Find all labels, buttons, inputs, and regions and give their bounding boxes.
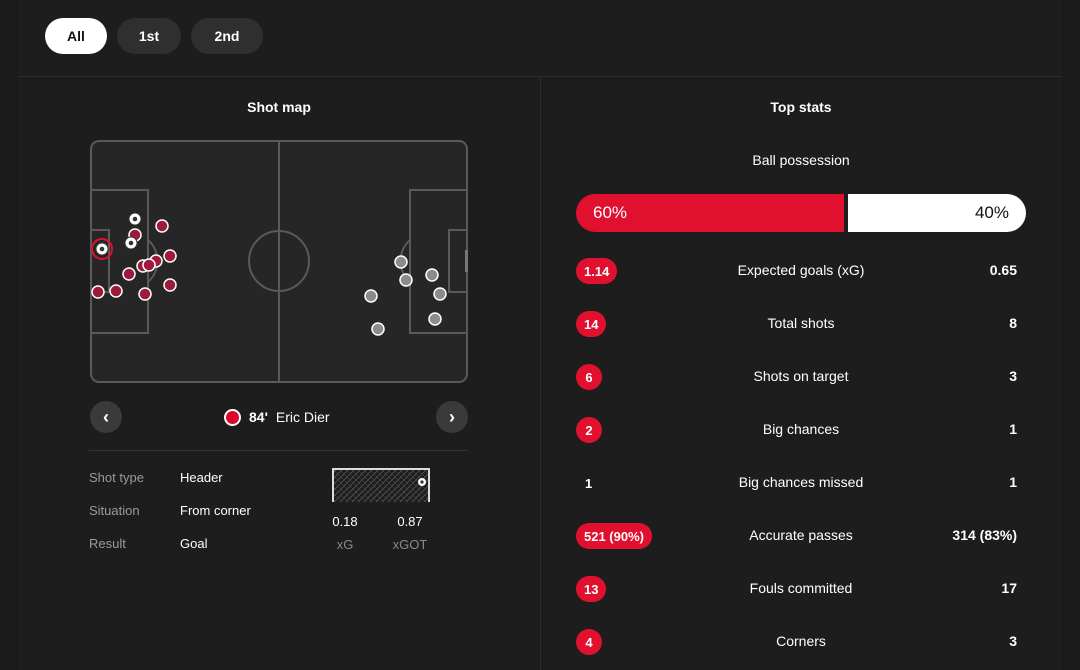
shot-marker — [91, 285, 105, 299]
stat-away-value: 17 — [1001, 580, 1017, 596]
xgot-value: 0.87 — [397, 514, 423, 529]
selected-shot-player: 84' Eric Dier — [224, 407, 330, 427]
stat-label: Big chances — [762, 421, 840, 437]
stat-home-value: 6 — [576, 364, 602, 390]
stat-row-big-chances-missed: 1 Big chances missed 1 — [576, 470, 1026, 498]
shot-marker — [425, 268, 439, 282]
stat-row-big-chances: 2 Big chances 1 — [576, 417, 1026, 445]
top-stats-title: Top stats — [770, 99, 832, 115]
next-shot-button[interactable]: › — [436, 401, 468, 433]
stat-away-value: 0.65 — [989, 262, 1017, 278]
goal-marker — [124, 236, 138, 250]
stat-row-corners: 4 Corners 3 — [576, 629, 1026, 657]
shot-marker — [433, 287, 447, 301]
shot-type-label: Shot type — [89, 470, 144, 485]
stat-away-value: 3 — [1009, 368, 1017, 384]
stat-label: Total shots — [767, 315, 835, 331]
match-stats-card: All 1st 2nd Shot map — [18, 0, 1062, 670]
stat-home-value: 1.14 — [576, 258, 618, 284]
stat-away-value: 3 — [1009, 633, 1017, 649]
column-divider — [540, 77, 541, 670]
stat-away-value: 1 — [1009, 421, 1017, 437]
stat-label: Corners — [776, 633, 826, 649]
chevron-right-icon: › — [449, 406, 455, 427]
home-shot-markers — [91, 212, 177, 301]
possession-away: 40% — [848, 194, 1026, 232]
shot-type-value: Header — [180, 470, 223, 485]
chevron-left-icon: ‹ — [103, 406, 109, 427]
situation-label: Situation — [89, 503, 140, 518]
tab-all[interactable]: All — [45, 18, 107, 54]
goal-frame-diagram — [332, 468, 430, 502]
possession-home: 60% — [576, 194, 844, 232]
shot-marker — [163, 278, 177, 292]
shot-marker — [399, 273, 413, 287]
away-shot-markers — [364, 255, 447, 336]
goal-marker-selected — [91, 238, 113, 260]
header-divider — [18, 76, 1062, 77]
soccer-ball-icon — [418, 478, 426, 486]
stat-label: Expected goals (xG) — [737, 262, 865, 278]
xg-label: xG — [336, 537, 354, 552]
stat-away-value: 1 — [1009, 474, 1017, 490]
stat-row-total-shots: 14 Total shots 8 — [576, 311, 1026, 339]
shot-marker — [142, 258, 156, 272]
goal-marker — [128, 212, 142, 226]
previous-shot-button[interactable]: ‹ — [90, 401, 122, 433]
period-tabs: All 1st 2nd — [45, 18, 263, 54]
details-divider — [89, 450, 468, 451]
shot-marker — [428, 312, 442, 326]
shot-map-pitch — [90, 140, 468, 383]
xg-value: 0.18 — [332, 514, 358, 529]
stat-away-value: 8 — [1009, 315, 1017, 331]
stat-away-value: 314 (83%) — [952, 527, 1017, 543]
player-name[interactable]: Eric Dier — [275, 409, 330, 425]
result-label: Result — [89, 536, 126, 551]
team-logo — [224, 408, 241, 426]
xgot-label: xGOT — [392, 537, 428, 552]
shot-marker — [394, 255, 408, 269]
stat-row-fouls: 13 Fouls committed 17 — [576, 576, 1026, 604]
stat-label: Big chances missed — [738, 474, 864, 490]
shot-map-title: Shot map — [247, 99, 311, 115]
tab-second-half[interactable]: 2nd — [191, 18, 263, 54]
shot-minute: 84' — [249, 409, 268, 425]
stat-home-value: 14 — [576, 311, 607, 337]
shot-marker — [122, 267, 136, 281]
stat-home-value: 2 — [576, 417, 602, 443]
stat-label: Fouls committed — [749, 580, 853, 596]
stat-label: Shots on target — [753, 368, 849, 384]
stat-row-xg: 1.14 Expected goals (xG) 0.65 — [576, 258, 1026, 286]
stat-row-accurate-passes: 521 (90%) Accurate passes 314 (83%) — [576, 523, 1026, 551]
shot-marker — [155, 219, 169, 233]
tab-first-half[interactable]: 1st — [117, 18, 181, 54]
stat-home-value: 4 — [576, 629, 602, 655]
stat-label: Accurate passes — [749, 527, 853, 543]
stat-home-value: 521 (90%) — [576, 523, 652, 549]
shot-marker — [109, 284, 123, 298]
shot-marker — [371, 322, 385, 336]
stat-row-shots-on-target: 6 Shots on target 3 — [576, 364, 1026, 392]
shot-marker — [163, 249, 177, 263]
stat-home-value: 1 — [585, 475, 593, 491]
possession-label: Ball possession — [752, 152, 850, 168]
shot-marker — [138, 287, 152, 301]
possession-bar: 60% 40% — [576, 194, 1026, 232]
situation-value: From corner — [180, 503, 251, 518]
result-value: Goal — [180, 536, 208, 551]
stat-home-value: 13 — [576, 576, 607, 602]
shot-marker — [364, 289, 378, 303]
